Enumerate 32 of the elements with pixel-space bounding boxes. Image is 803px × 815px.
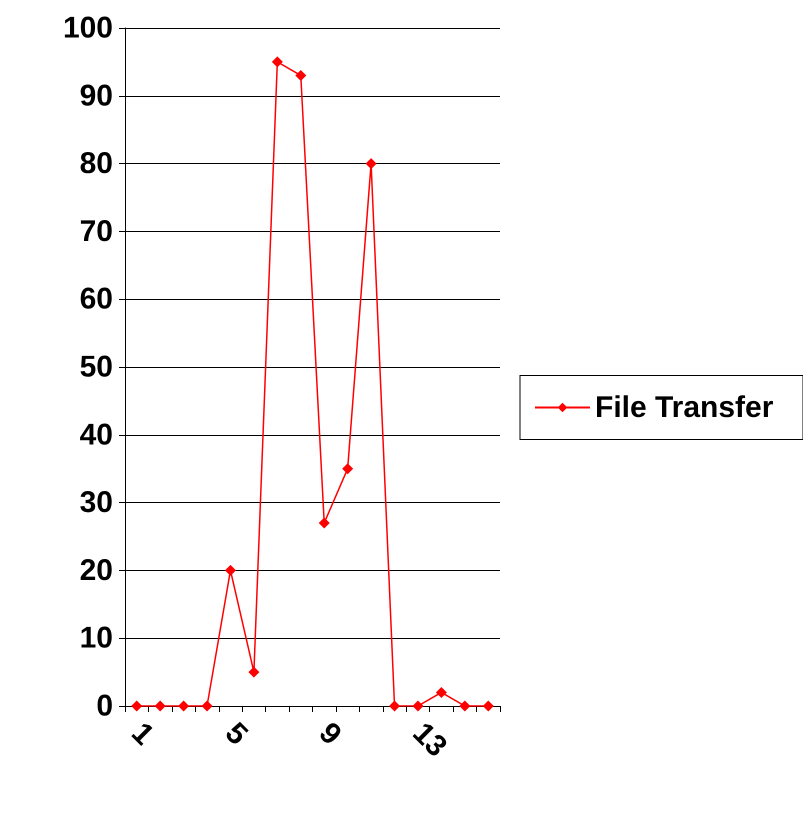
x-tick-label: 1 (125, 716, 160, 752)
point (224, 564, 236, 576)
point (272, 56, 283, 68)
point (202, 700, 213, 712)
point (248, 666, 260, 678)
point (436, 686, 447, 698)
point (342, 463, 354, 474)
point (154, 700, 166, 712)
y-tick-label: 30 (80, 486, 113, 520)
y-tick-label: 70 (80, 214, 113, 248)
legend-label: File Transfer (595, 391, 774, 424)
y-tick-label: 80 (80, 147, 113, 180)
point (459, 700, 470, 712)
point (389, 700, 400, 712)
point (318, 517, 330, 528)
y-tick-label: 50 (80, 350, 113, 384)
x-tick-label: 5 (218, 716, 254, 752)
point (178, 700, 190, 712)
point (482, 700, 494, 712)
y-tick-label: 60 (80, 282, 113, 316)
point (412, 700, 424, 712)
x-tick-label: 13 (406, 716, 454, 764)
y-tick-label: 100 (62, 12, 113, 44)
y-tick-label: 90 (80, 79, 113, 112)
y-tick-label: 20 (80, 554, 113, 587)
x-tick-label: 9 (312, 716, 348, 752)
y-tick-label: 40 (80, 418, 113, 452)
point (366, 158, 377, 170)
y-tick-label: 10 (80, 622, 113, 655)
y-tick-label: 0 (96, 690, 113, 722)
point (295, 70, 306, 81)
point (131, 700, 142, 712)
